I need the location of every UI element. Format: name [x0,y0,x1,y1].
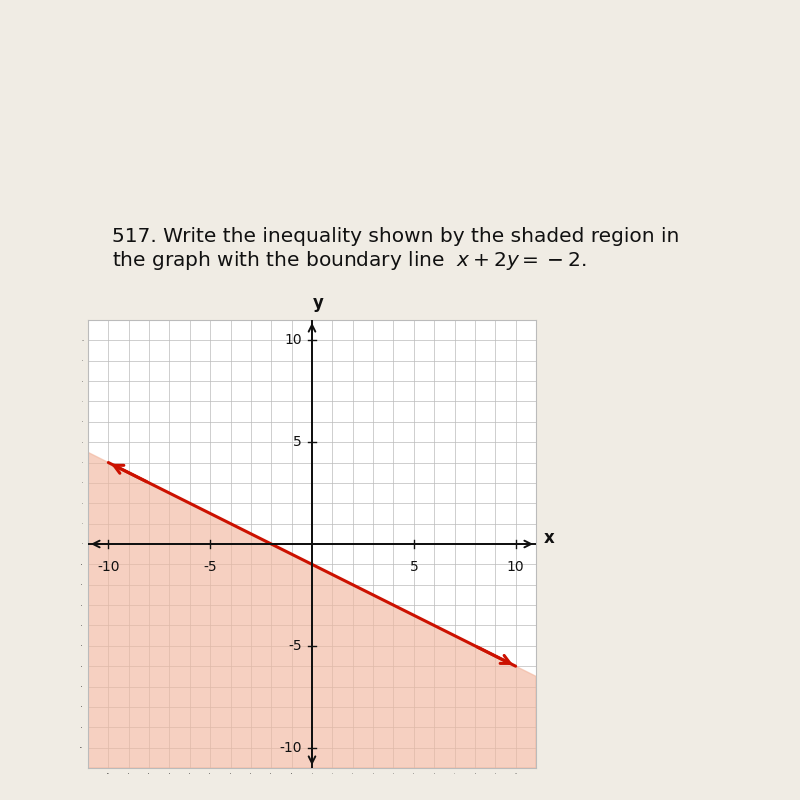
Text: 10: 10 [507,560,525,574]
Polygon shape [88,452,536,768]
Text: -5: -5 [203,560,217,574]
Text: 5: 5 [410,560,418,574]
Text: 517. Write the inequality shown by the shaded region in
the graph with the bound: 517. Write the inequality shown by the s… [112,226,679,272]
Text: x: x [544,529,555,547]
Text: -10: -10 [279,741,302,754]
Text: -10: -10 [97,560,120,574]
Text: 10: 10 [284,334,302,347]
Text: 5: 5 [293,435,302,449]
Text: y: y [313,294,323,312]
Text: -5: -5 [288,639,302,653]
